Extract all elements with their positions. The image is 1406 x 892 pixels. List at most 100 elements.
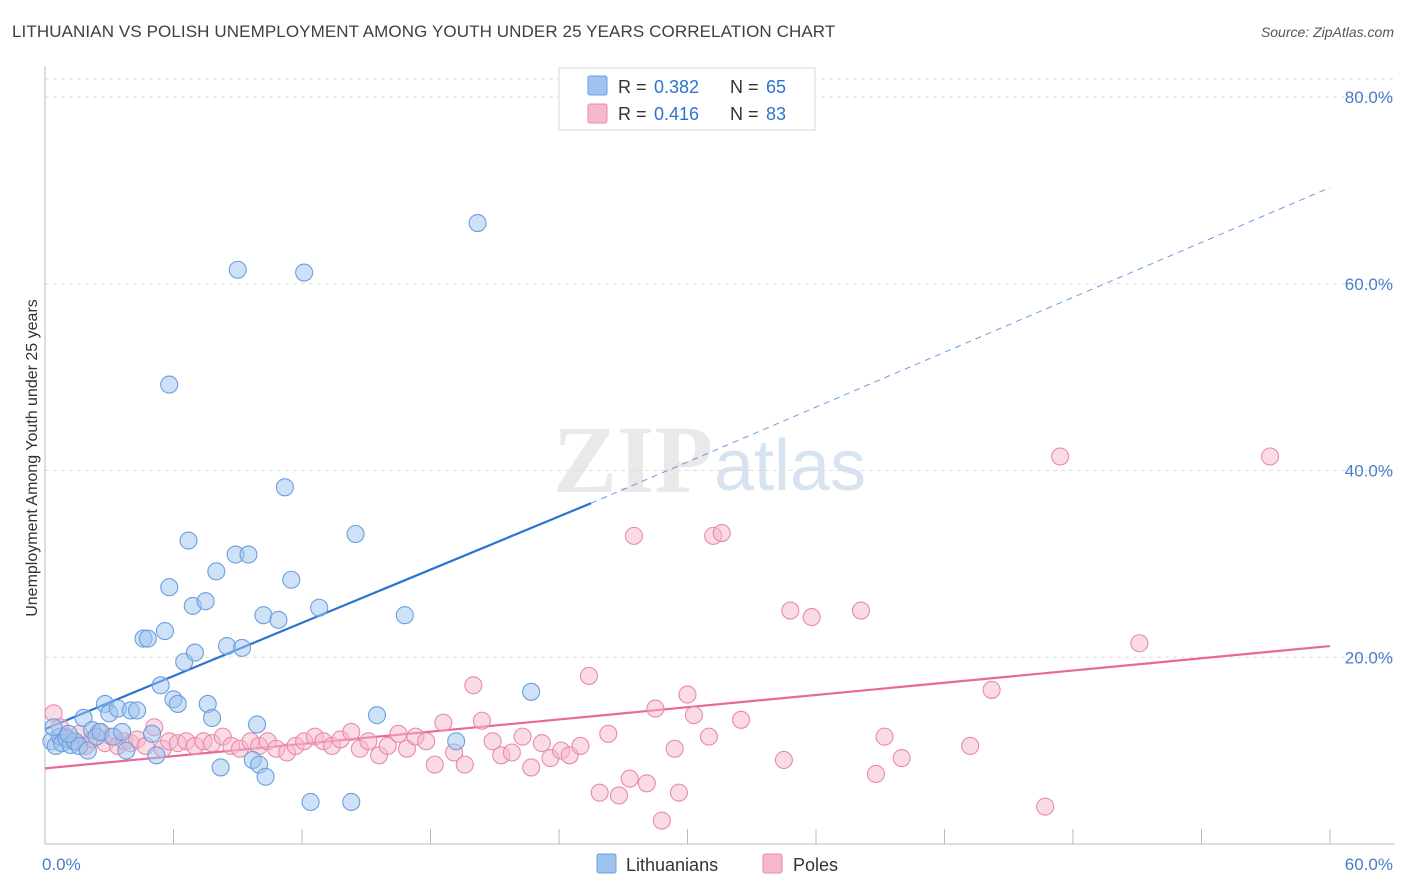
x-tick-label: 60.0%	[1345, 855, 1393, 874]
data-point-lithuanians	[342, 792, 361, 812]
data-point-poles	[342, 722, 361, 742]
data-point-lithuanians	[160, 578, 179, 597]
data-point-poles	[961, 736, 980, 756]
data-point-poles	[455, 755, 474, 774]
data-point-lithuanians	[295, 263, 314, 282]
data-point-poles	[1036, 797, 1055, 816]
series-lithuanians	[42, 214, 541, 812]
chart-title: LITHUANIAN VS POLISH UNEMPLOYMENT AMONG …	[12, 22, 836, 41]
data-point-poles	[866, 764, 886, 784]
gridlines	[45, 78, 1395, 658]
data-point-poles	[472, 711, 491, 730]
data-point-poles	[513, 727, 532, 746]
legend-n-label-lithuanians: N =	[730, 77, 759, 97]
y-tick-label: 80.0%	[1345, 88, 1393, 107]
legend-swatch-lithuanians	[587, 75, 608, 96]
watermark-atlas: atlas	[714, 426, 866, 506]
legend-r-label-lithuanians: R =	[618, 77, 647, 97]
data-point-lithuanians	[247, 715, 267, 734]
data-point-poles	[684, 706, 703, 725]
data-point-poles	[425, 755, 444, 774]
data-point-poles	[875, 727, 894, 746]
data-point-lithuanians	[168, 694, 187, 713]
data-point-lithuanians	[211, 758, 230, 777]
data-point-lithuanians	[179, 531, 198, 550]
data-point-lithuanians	[113, 722, 132, 742]
data-point-lithuanians	[44, 718, 63, 737]
data-point-poles	[609, 786, 629, 805]
data-point-poles	[892, 749, 911, 768]
data-point-lithuanians	[395, 606, 414, 625]
data-point-lithuanians	[254, 606, 273, 625]
legend-bottom: Lithuanians Poles	[596, 853, 838, 875]
series-poles	[44, 447, 1280, 830]
data-point-lithuanians	[346, 524, 365, 544]
data-point-poles	[678, 685, 697, 704]
data-point-poles	[1051, 447, 1070, 466]
data-point-lithuanians	[468, 214, 487, 233]
data-point-lithuanians	[301, 792, 320, 812]
data-point-poles	[378, 736, 397, 756]
data-point-lithuanians	[522, 682, 541, 701]
data-point-poles	[434, 713, 453, 732]
data-point-lithuanians	[138, 629, 157, 648]
data-point-lithuanians	[447, 732, 466, 751]
trend-line-lithuanians-extension	[590, 187, 1331, 504]
data-point-poles	[389, 724, 408, 743]
data-point-lithuanians	[196, 592, 215, 611]
legend-n-value-poles: 83	[766, 104, 786, 124]
data-point-lithuanians	[228, 260, 247, 279]
data-point-lithuanians	[367, 706, 387, 725]
data-point-poles	[483, 732, 502, 751]
data-point-poles	[620, 769, 639, 788]
data-point-poles	[590, 783, 609, 802]
data-point-poles	[652, 811, 671, 830]
data-point-poles	[637, 774, 656, 793]
data-point-poles	[1130, 634, 1149, 653]
data-point-poles	[699, 727, 718, 746]
data-point-lithuanians	[207, 562, 226, 581]
y-tick-label: 40.0%	[1345, 462, 1393, 481]
data-point-poles	[571, 736, 590, 756]
legend-swatch-poles	[587, 103, 608, 124]
data-point-poles	[1260, 447, 1280, 466]
tick-labels: 20.0% 40.0% 60.0% 80.0% 0.0% 60.0%	[42, 88, 1393, 874]
legend-bottom-swatch-lithuanians	[596, 853, 617, 874]
data-point-poles	[464, 676, 483, 695]
legend-bottom-label-lithuanians: Lithuanians	[626, 855, 718, 875]
source-credit: Source: ZipAtlas.com	[1260, 24, 1394, 40]
data-point-poles	[802, 608, 821, 627]
data-point-poles	[624, 526, 644, 545]
data-point-lithuanians	[203, 708, 222, 727]
data-point-lithuanians	[151, 676, 170, 695]
data-point-poles	[646, 699, 665, 718]
data-point-poles	[851, 601, 871, 620]
y-tick-label: 20.0%	[1345, 648, 1393, 667]
data-point-poles	[417, 732, 436, 751]
data-point-lithuanians	[310, 598, 329, 617]
data-point-lithuanians	[155, 622, 174, 641]
data-point-lithuanians	[185, 643, 204, 662]
y-axis-title: Unemployment Among Youth under 25 years	[24, 299, 41, 617]
legend-r-value-poles: 0.416	[654, 104, 699, 124]
legend-top: R = 0.382 N = 65 R = 0.416 N = 83	[558, 67, 816, 131]
legend-n-label-poles: N =	[730, 104, 759, 124]
data-point-lithuanians	[117, 741, 136, 760]
legend-n-value-lithuanians: 65	[766, 77, 786, 97]
data-point-poles	[522, 758, 541, 777]
data-point-poles	[731, 710, 751, 729]
data-point-poles	[502, 743, 521, 762]
data-point-poles	[359, 732, 378, 751]
data-point-lithuanians	[232, 638, 252, 657]
data-point-lithuanians	[282, 570, 301, 589]
data-point-poles	[599, 724, 618, 743]
data-point-poles	[781, 601, 800, 620]
data-point-lithuanians	[78, 741, 97, 760]
data-point-lithuanians	[128, 701, 147, 720]
legend-r-label-poles: R =	[618, 104, 647, 124]
axes	[44, 66, 1395, 845]
data-point-lithuanians	[143, 724, 162, 743]
data-point-poles	[669, 783, 688, 802]
data-point-poles	[532, 734, 551, 753]
data-point-lithuanians	[239, 545, 258, 564]
